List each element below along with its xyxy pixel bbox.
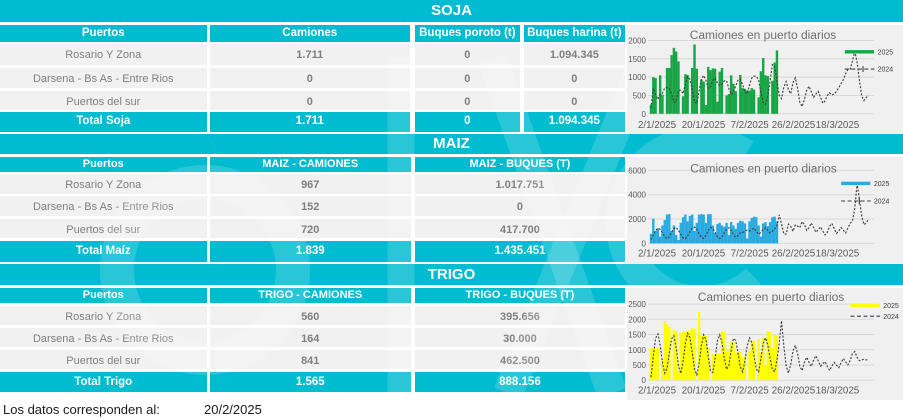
svg-text:20/1/2025: 20/1/2025	[682, 248, 726, 259]
svg-text:26/2/2025: 26/2/2025	[772, 248, 816, 259]
svg-text:7/2/2025: 7/2/2025	[731, 248, 770, 259]
svg-text:1000: 1000	[628, 73, 646, 82]
svg-text:2024: 2024	[878, 67, 894, 74]
svg-text:2/1/2025: 2/1/2025	[638, 385, 677, 396]
svg-text:500: 500	[633, 92, 647, 101]
svg-text:2024: 2024	[874, 198, 890, 205]
svg-text:6000: 6000	[628, 166, 646, 175]
svg-text:20/1/2025: 20/1/2025	[682, 120, 726, 131]
svg-text:2/1/2025: 2/1/2025	[638, 120, 677, 131]
svg-text:0: 0	[642, 239, 647, 248]
svg-text:2/1/2025: 2/1/2025	[638, 248, 677, 259]
svg-text:2025: 2025	[874, 180, 890, 187]
svg-text:0: 0	[642, 110, 647, 119]
svg-text:1500: 1500	[628, 55, 646, 64]
svg-text:2000: 2000	[628, 214, 646, 223]
svg-text:7/2/2025: 7/2/2025	[731, 120, 770, 131]
svg-text:18/3/2025: 18/3/2025	[816, 248, 860, 259]
svg-text:18/3/2025: 18/3/2025	[816, 120, 860, 131]
svg-text:2024: 2024	[883, 313, 899, 320]
svg-text:1500: 1500	[628, 330, 646, 339]
svg-text:7/2/2025: 7/2/2025	[731, 385, 770, 396]
svg-text:2025: 2025	[883, 303, 899, 310]
svg-text:20/1/2025: 20/1/2025	[682, 385, 726, 396]
svg-text:1000: 1000	[628, 345, 646, 354]
svg-text:Camiones en puerto diarios: Camiones en puerto diarios	[690, 28, 837, 42]
svg-text:26/2/2025: 26/2/2025	[772, 385, 816, 396]
svg-text:2025: 2025	[878, 49, 894, 56]
svg-text:Camiones en puerto diarios: Camiones en puerto diarios	[698, 290, 845, 304]
svg-text:0: 0	[642, 376, 647, 385]
svg-text:Camiones en puerto diarios: Camiones en puerto diarios	[690, 161, 837, 175]
svg-text:4000: 4000	[628, 190, 646, 199]
svg-text:26/2/2025: 26/2/2025	[772, 120, 816, 131]
svg-text:2000: 2000	[628, 315, 646, 324]
svg-text:2000: 2000	[628, 37, 646, 46]
svg-text:500: 500	[633, 361, 647, 370]
svg-text:2500: 2500	[628, 300, 646, 309]
svg-text:18/3/2025: 18/3/2025	[816, 385, 860, 396]
